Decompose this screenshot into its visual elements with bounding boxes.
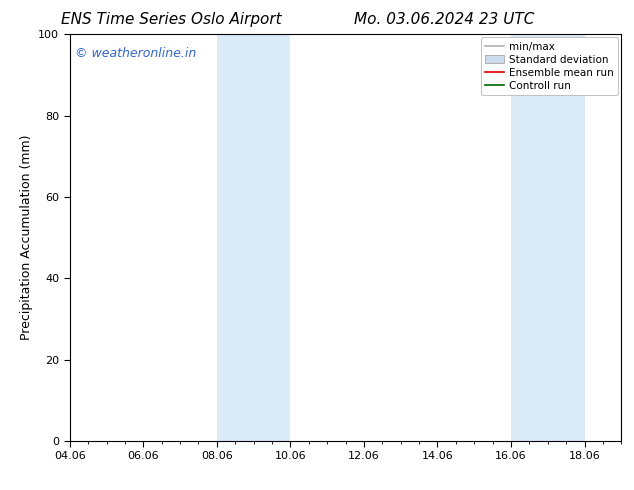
Bar [511,34,585,441]
Bar [217,34,290,441]
Y-axis label: Precipitation Accumulation (mm): Precipitation Accumulation (mm) [20,135,33,341]
Text: Mo. 03.06.2024 23 UTC: Mo. 03.06.2024 23 UTC [354,12,534,27]
Text: ENS Time Series Oslo Airport: ENS Time Series Oslo Airport [61,12,281,27]
Text: © weatheronline.in: © weatheronline.in [75,47,197,59]
Legend: min/max, Standard deviation, Ensemble mean run, Controll run: min/max, Standard deviation, Ensemble me… [481,37,618,95]
